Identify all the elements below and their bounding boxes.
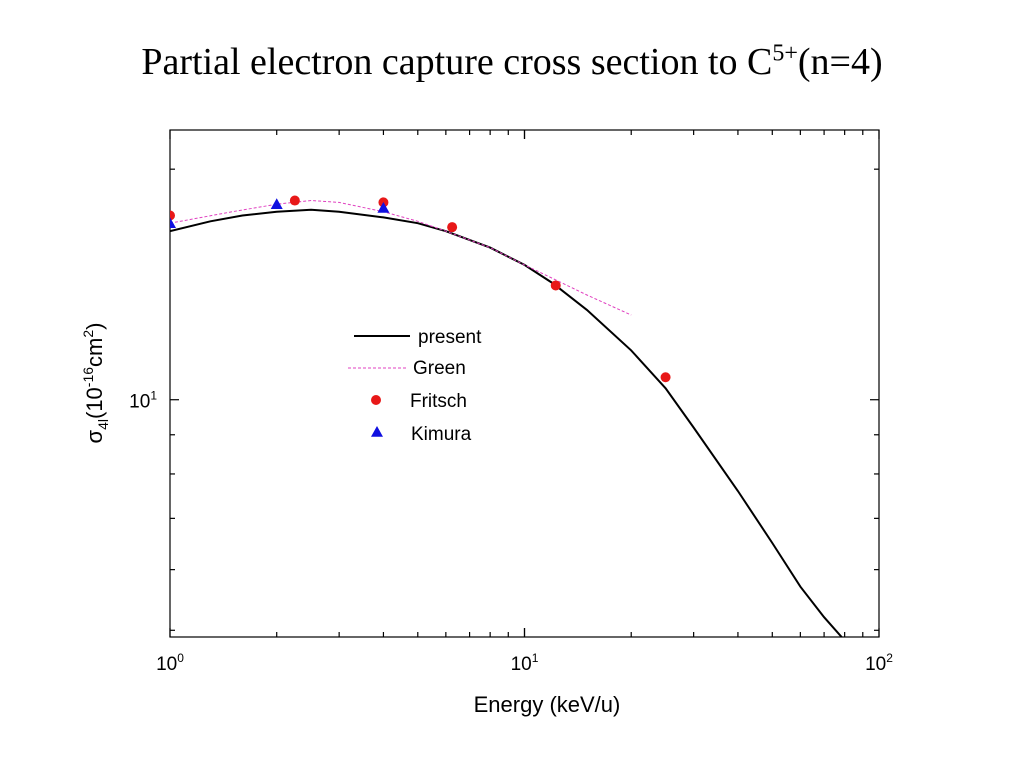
fritsch-point bbox=[447, 222, 458, 233]
legend-green-label: Green bbox=[413, 358, 466, 379]
kimura-point bbox=[170, 217, 176, 229]
x-tick-label: 101 bbox=[511, 651, 539, 675]
title-suffix: (n=4) bbox=[797, 41, 883, 83]
axis-ticks bbox=[169, 130, 880, 637]
x-tick-label: 102 bbox=[865, 651, 893, 675]
present-curve bbox=[170, 208, 843, 637]
title-superscript: 5+ bbox=[772, 40, 798, 67]
green-curve bbox=[170, 199, 632, 316]
chart-title: Partial electron capture cross section t… bbox=[0, 40, 1024, 84]
fritsch-point bbox=[170, 210, 175, 221]
legend-present-label: present bbox=[418, 327, 482, 348]
fritsch-point bbox=[550, 280, 561, 291]
legend-fritsch-marker bbox=[371, 395, 381, 405]
fritsch-point bbox=[289, 195, 300, 206]
legend-fritsch-label: Fritsch bbox=[410, 391, 467, 412]
fritsch-point bbox=[660, 372, 671, 383]
title-prefix: Partial electron capture cross section t… bbox=[141, 41, 773, 83]
legend-kimura-marker bbox=[371, 426, 383, 437]
legend: present Green Fritsch Kimura bbox=[348, 327, 482, 445]
series-layer bbox=[170, 195, 843, 637]
x-tick-label: 100 bbox=[156, 651, 184, 675]
kimura-point bbox=[377, 201, 390, 213]
legend-kimura-label: Kimura bbox=[411, 424, 472, 445]
kimura-point bbox=[270, 198, 283, 210]
y-tick-labels: 101 bbox=[129, 389, 157, 413]
y-axis-label: σ4l(10-16cm2) bbox=[80, 323, 111, 444]
x-axis-label: Energy (keV/u) bbox=[474, 692, 621, 717]
y-tick-label: 101 bbox=[129, 389, 157, 413]
x-tick-labels: 100 101 102 bbox=[156, 651, 893, 675]
